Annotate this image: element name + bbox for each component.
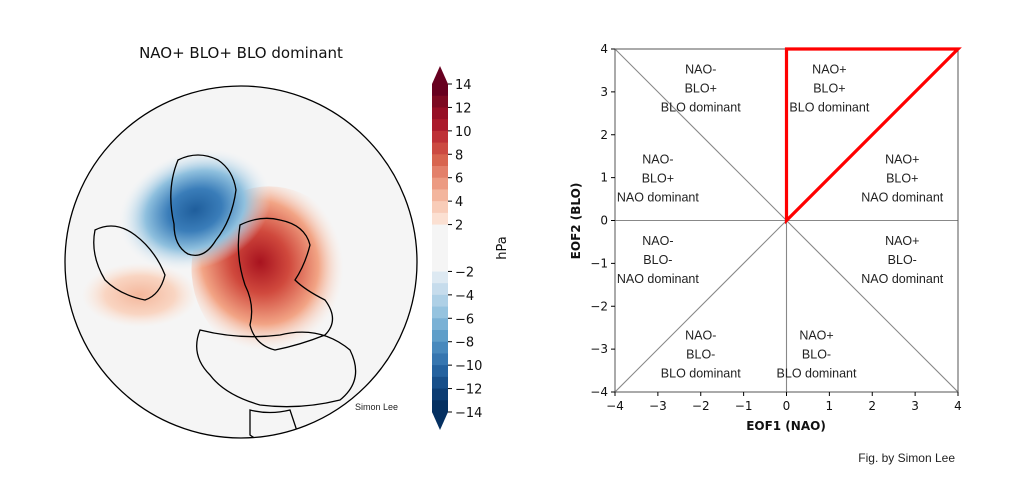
region-label: BLO+ bbox=[886, 172, 918, 186]
colorbar-band bbox=[432, 154, 448, 167]
colorbar-tick-label: −4 bbox=[455, 289, 474, 304]
region-label: BLO- bbox=[643, 253, 672, 267]
colorbar-band bbox=[432, 119, 448, 132]
x-tick-label: −4 bbox=[606, 399, 624, 413]
region-label: NAO- bbox=[642, 153, 673, 167]
region-label: NAO+ bbox=[885, 234, 919, 248]
region-label: BLO dominant bbox=[777, 366, 857, 380]
x-tick-label: 2 bbox=[868, 399, 876, 413]
colorbar-band bbox=[432, 294, 448, 308]
colorbar-tick-label: −6 bbox=[455, 312, 474, 327]
coastlines bbox=[93, 154, 357, 438]
region-label: NAO- bbox=[685, 63, 716, 77]
colorbar-band bbox=[432, 201, 448, 214]
colorbar-band bbox=[432, 166, 448, 179]
region-label: NAO dominant bbox=[617, 191, 700, 205]
region-label: BLO- bbox=[802, 347, 831, 361]
colorbar-band bbox=[432, 177, 448, 190]
colorbar-band bbox=[432, 306, 448, 319]
region-label: BLO- bbox=[888, 253, 917, 267]
x-axis-label: EOF1 (NAO) bbox=[746, 419, 826, 433]
y-tick-label: 0 bbox=[600, 214, 608, 228]
colorbar-band bbox=[432, 341, 448, 354]
y-tick-label: −2 bbox=[590, 299, 608, 313]
globe-boundary bbox=[64, 85, 418, 439]
x-tick-label: −3 bbox=[649, 399, 667, 413]
colorbar-band bbox=[432, 95, 448, 108]
x-tick-label: 0 bbox=[783, 399, 791, 413]
y-tick-label: −1 bbox=[590, 256, 608, 270]
colorbar-band bbox=[432, 283, 448, 296]
region-label: NAO dominant bbox=[861, 272, 944, 286]
colorbar-band bbox=[432, 130, 448, 144]
colorbar-band bbox=[432, 224, 448, 272]
x-tick-label: −1 bbox=[735, 399, 753, 413]
region-label: BLO+ bbox=[642, 172, 674, 186]
region-label: BLO+ bbox=[685, 82, 717, 96]
colorbar-tick-label: 2 bbox=[455, 219, 463, 234]
colorbar-tick-label: 4 bbox=[455, 195, 463, 210]
colorbar-tick-label: 10 bbox=[455, 125, 472, 140]
colorbar-tick-label: −12 bbox=[455, 383, 482, 398]
x-tick-label: 1 bbox=[826, 399, 834, 413]
region-label: BLO+ bbox=[813, 82, 845, 96]
region-label: BLO dominant bbox=[789, 101, 869, 115]
map-title: NAO+ BLO+ BLO dominant bbox=[139, 44, 343, 62]
colorbar-band bbox=[432, 388, 448, 401]
colorbar-band bbox=[432, 318, 448, 331]
colorbar-label: hPa bbox=[495, 236, 510, 259]
colorbar-band bbox=[432, 142, 448, 155]
colorbar-tick-label: −10 bbox=[455, 359, 482, 374]
x-tick-label: −2 bbox=[692, 399, 710, 413]
colorbar-band bbox=[432, 271, 448, 284]
region-label: NAO- bbox=[685, 328, 716, 342]
y-tick-label: 3 bbox=[600, 85, 608, 99]
region-label: BLO dominant bbox=[661, 101, 741, 115]
colorbar-tick-label: −2 bbox=[455, 265, 474, 280]
region-label: NAO+ bbox=[799, 328, 833, 342]
colorbar-tick-label: 6 bbox=[455, 172, 463, 187]
colorbar: 14 12 10 8 6 4 2 −2 −4 −6 −8 −10 −12 −14 bbox=[432, 66, 482, 430]
colorbar-tick-label: −14 bbox=[455, 406, 482, 421]
x-tick-label: 4 bbox=[954, 399, 962, 413]
highlight-triangle bbox=[784, 47, 962, 225]
y-tick-label: −3 bbox=[590, 342, 608, 356]
colorbar-band bbox=[432, 107, 448, 120]
y-tick-label: 1 bbox=[600, 171, 608, 185]
region-label: NAO dominant bbox=[861, 191, 944, 205]
y-tick-label: 4 bbox=[600, 42, 608, 56]
colorbar-band bbox=[432, 189, 448, 202]
colorbar-tick-label: −8 bbox=[455, 336, 474, 351]
colorbar-band bbox=[432, 365, 448, 378]
colorbar-band bbox=[432, 376, 448, 390]
colorbar-extend-min bbox=[432, 412, 448, 430]
colorbar-tick-label: 14 bbox=[455, 78, 472, 93]
region-label: BLO dominant bbox=[661, 366, 741, 380]
map-credit: Simon Lee bbox=[355, 402, 398, 412]
colorbar-tick-label: 8 bbox=[455, 148, 463, 163]
x-tick-label: 3 bbox=[911, 399, 919, 413]
figure-credit: Fig. by Simon Lee bbox=[858, 451, 955, 465]
pacific-positive-anomaly bbox=[82, 263, 198, 327]
y-axis-label: EOF2 (BLO) bbox=[569, 183, 583, 260]
region-label: BLO- bbox=[686, 347, 715, 361]
colorbar-extend-max bbox=[432, 66, 448, 84]
colorbar-band bbox=[432, 400, 448, 413]
colorbar-tick-label: 12 bbox=[455, 101, 472, 116]
region-label: NAO dominant bbox=[617, 272, 700, 286]
colorbar-band bbox=[432, 212, 448, 226]
region-label: NAO+ bbox=[885, 153, 919, 167]
colorbar-band bbox=[432, 353, 448, 366]
y-tick-label: −4 bbox=[590, 385, 608, 399]
y-tick-label: 2 bbox=[600, 128, 608, 142]
colorbar-band bbox=[432, 330, 448, 343]
regime-diagram: −4 −3 −2 −1 0 1 2 3 4 4 3 2 1 0 −1 −2 −3 −4 NAO- BLO+ BLO do… bbox=[590, 42, 962, 413]
colorbar-band bbox=[432, 84, 448, 97]
region-label: NAO- bbox=[642, 234, 673, 248]
map-globe bbox=[65, 86, 417, 438]
region-label: NAO+ bbox=[812, 63, 846, 77]
